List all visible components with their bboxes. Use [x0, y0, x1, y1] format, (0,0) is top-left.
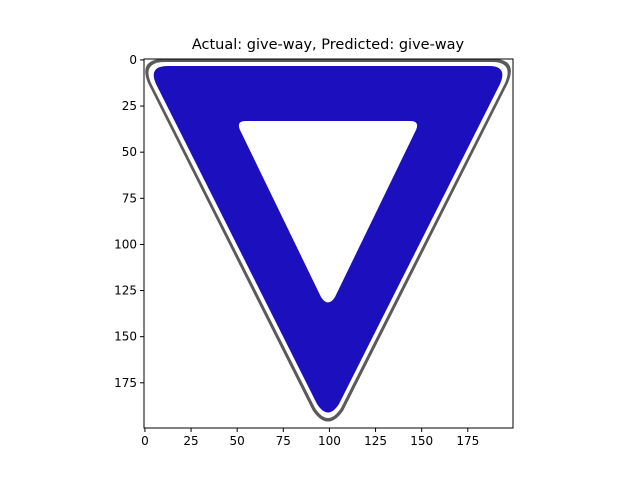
y-tick-label: 125 [114, 284, 137, 298]
figure-title: Actual: give-way, Predicted: give-way [192, 37, 465, 53]
sign-inner-triangle [238, 121, 418, 303]
y-tick-label: 75 [122, 191, 137, 205]
axes-frame [143, 58, 514, 429]
y-tick-label: 50 [122, 145, 137, 159]
x-tick-label: 125 [364, 434, 387, 448]
y-tick-label: 175 [114, 376, 137, 390]
x-tick-label: 25 [183, 434, 198, 448]
x-tick-label: 175 [456, 434, 479, 448]
image-display [143, 58, 514, 429]
y-tick-label: 25 [122, 99, 137, 113]
x-tick-label: 150 [410, 434, 433, 448]
x-tick-label: 50 [230, 434, 245, 448]
y-tick-label: 0 [129, 53, 137, 67]
y-axis: 0 25 50 75 100 125 150 175 [114, 53, 144, 390]
x-tick-label: 0 [141, 434, 149, 448]
x-tick-label: 75 [276, 434, 291, 448]
x-tick-label: 100 [318, 434, 341, 448]
x-axis: 0 25 50 75 100 125 150 175 [141, 428, 479, 448]
y-tick-label: 100 [114, 237, 137, 251]
y-tick-label: 150 [114, 330, 137, 344]
